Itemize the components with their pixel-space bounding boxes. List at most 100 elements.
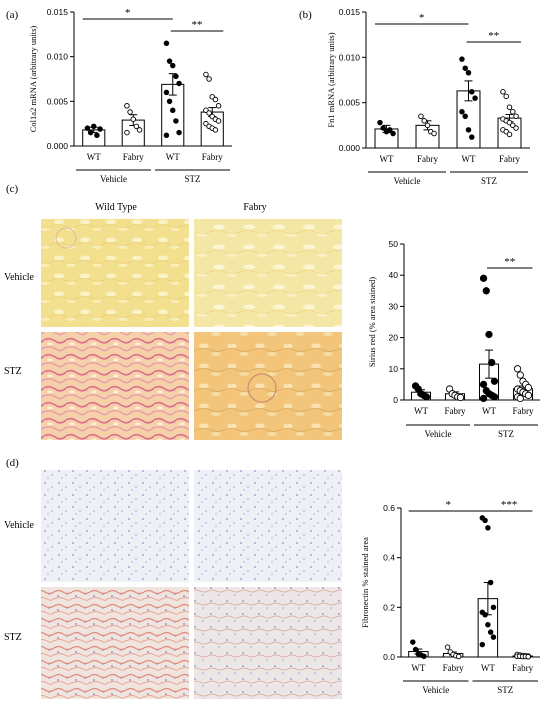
data-point bbox=[513, 365, 522, 373]
data-point bbox=[479, 274, 488, 282]
data-point bbox=[469, 89, 475, 95]
data-point bbox=[203, 71, 209, 78]
data-point bbox=[465, 127, 472, 133]
data-point bbox=[513, 113, 519, 120]
micrograph-fibro-wt-vehicle bbox=[41, 470, 189, 582]
data-point bbox=[173, 73, 179, 80]
y-tick-label: 30 bbox=[389, 301, 399, 311]
x-tick-label: Fabry bbox=[445, 406, 466, 416]
data-point bbox=[524, 383, 533, 392]
y-tick-label: 0.015 bbox=[339, 7, 361, 17]
y-axis-label: Col1a2 mRNA (arbitrary units) bbox=[28, 26, 38, 133]
significance-label: * bbox=[419, 12, 425, 24]
data-point bbox=[133, 123, 140, 130]
y-tick-label: 0.6 bbox=[383, 503, 395, 513]
group-label: Vehicle bbox=[394, 176, 421, 186]
data-point bbox=[387, 127, 393, 133]
y-tick-label: 0.005 bbox=[339, 98, 361, 108]
data-point bbox=[87, 129, 94, 136]
y-tick-label: 0.000 bbox=[339, 143, 361, 153]
data-point bbox=[421, 118, 427, 124]
data-point bbox=[516, 394, 524, 403]
group-label: Vehicle bbox=[100, 174, 127, 184]
x-tick-label: WT bbox=[482, 406, 496, 416]
micrograph-sirius-fabry-stz bbox=[194, 332, 342, 440]
x-tick-label: Fabry bbox=[202, 152, 223, 162]
significance-label: ** bbox=[488, 30, 499, 42]
data-point bbox=[97, 126, 103, 132]
chart-b: 0.000 0.005 0.010 0.015 Fn1 mRNA (arbitrary … bbox=[326, 7, 530, 186]
data-point bbox=[166, 98, 173, 105]
y-tick-label: 0.005 bbox=[47, 96, 69, 106]
y-tick-label: 0.015 bbox=[47, 7, 69, 17]
data-point bbox=[490, 634, 497, 640]
chart-d: 0.0 0.2 0.4 0.6 Fibronectin % stained area WT… bbox=[360, 499, 540, 695]
x-tick-label: WT bbox=[414, 406, 428, 416]
data-point bbox=[455, 653, 462, 660]
panel-label-a: (a) bbox=[6, 9, 19, 21]
data-point bbox=[482, 612, 488, 618]
y-tick-label: 0.000 bbox=[47, 141, 69, 151]
data-point bbox=[485, 525, 491, 531]
x-tick-label: Fabry bbox=[513, 406, 534, 416]
micrograph-col-fabry: Fabry bbox=[243, 202, 266, 213]
y-tick-label: 50 bbox=[389, 239, 399, 249]
y-tick-label: 0.2 bbox=[383, 602, 395, 612]
data-point bbox=[422, 393, 431, 401]
group-label: STZ bbox=[184, 174, 200, 184]
y-axis-label: Fibronectin % stained area bbox=[360, 537, 370, 628]
micrograph-fibro-fabry-stz bbox=[194, 587, 342, 699]
data-point bbox=[130, 116, 136, 122]
data-point bbox=[212, 96, 219, 103]
y-tick-label: 20 bbox=[389, 333, 399, 343]
data-point bbox=[487, 579, 494, 586]
data-point bbox=[206, 110, 212, 116]
data-point bbox=[163, 40, 170, 47]
micrograph-sirius-fabry-vehicle bbox=[194, 219, 342, 327]
data-point bbox=[124, 103, 130, 109]
x-tick-label: WT bbox=[481, 663, 495, 673]
group-label: STZ bbox=[498, 429, 514, 439]
data-point bbox=[90, 123, 97, 130]
significance-label: ** bbox=[504, 256, 515, 268]
data-point bbox=[506, 131, 513, 138]
y-axis-label: Fn1 mRNA (arbitrary units) bbox=[326, 32, 336, 127]
x-tick-label: WT bbox=[166, 152, 180, 162]
panel-label-d: (d) bbox=[6, 457, 19, 469]
data-point bbox=[482, 517, 488, 524]
glomerulus-mark bbox=[247, 373, 277, 403]
data-point bbox=[525, 654, 531, 660]
data-point bbox=[176, 129, 182, 136]
x-tick-label: Fabry bbox=[499, 154, 520, 164]
data-point bbox=[462, 113, 468, 120]
data-point bbox=[485, 330, 493, 339]
micrograph-col-wild-type: Wild Type bbox=[95, 202, 137, 213]
data-point bbox=[488, 358, 496, 367]
group-label: STZ bbox=[497, 685, 513, 695]
data-point bbox=[472, 95, 478, 101]
x-tick-label: Fabry bbox=[443, 663, 464, 673]
data-point bbox=[479, 641, 486, 648]
chart-a: 0.000 0.005 0.010 0.015 Col1a2 mRNA (arbitra… bbox=[28, 7, 232, 184]
data-point bbox=[166, 58, 173, 64]
x-tick-label: WT bbox=[380, 154, 394, 164]
data-point bbox=[490, 604, 497, 611]
data-point bbox=[410, 639, 416, 645]
data-point bbox=[390, 130, 396, 137]
data-point bbox=[163, 132, 170, 139]
data-point bbox=[380, 125, 386, 131]
y-tick-label: 0 bbox=[393, 395, 398, 405]
y-tick-label: 0.010 bbox=[47, 52, 69, 62]
data-point bbox=[459, 108, 465, 115]
y-tick-label: 0.010 bbox=[339, 52, 361, 62]
data-point bbox=[500, 89, 506, 95]
data-point bbox=[431, 130, 437, 137]
data-point bbox=[136, 127, 143, 133]
data-point bbox=[490, 393, 499, 401]
data-point bbox=[421, 653, 427, 660]
data-point bbox=[173, 118, 179, 124]
y-tick-label: 10 bbox=[389, 364, 399, 374]
glomerulus-mark bbox=[55, 227, 77, 249]
micrograph-row-vehicle: Vehicle bbox=[4, 272, 35, 283]
data-point bbox=[215, 103, 222, 109]
